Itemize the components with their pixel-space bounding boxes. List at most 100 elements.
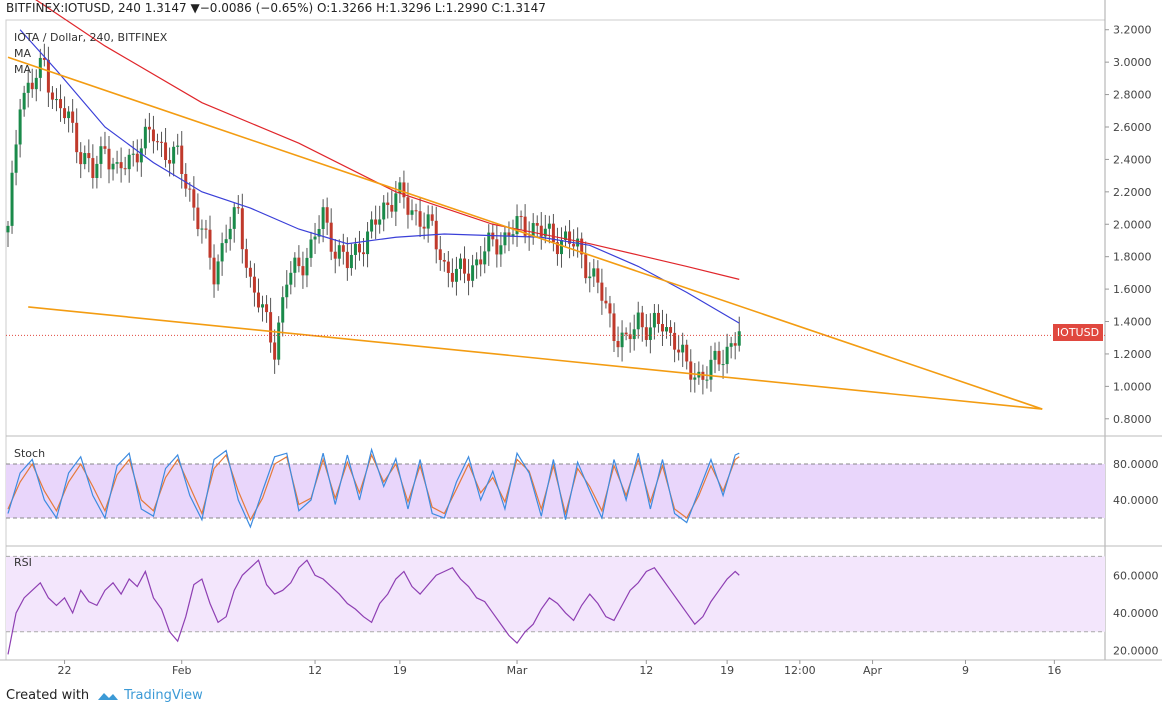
candle-body (572, 243, 576, 247)
chart-title: IOTA / Dollar, 240, BITFINEX (14, 31, 168, 44)
candle-body (293, 257, 297, 273)
time-tick-label: 9 (962, 664, 969, 677)
ma-legend-2[interactable]: MA (14, 63, 32, 76)
candle-body (224, 239, 228, 244)
candle-body (539, 225, 543, 237)
time-tick-label: 12 (639, 664, 653, 677)
candle-body (604, 300, 608, 304)
time-tick-label: 22 (58, 664, 72, 677)
plot-frame (5, 19, 1106, 661)
candle-body (220, 243, 224, 262)
candle-body (701, 371, 705, 380)
candle-body (418, 211, 422, 227)
candle-body (131, 153, 135, 155)
change-arrow-icon: ▼ (190, 1, 200, 15)
candle-body (208, 229, 212, 258)
candle-body (349, 254, 353, 269)
candle-body (450, 272, 454, 282)
candle-body (632, 329, 636, 340)
candle-body (677, 349, 681, 353)
candle-body (446, 261, 450, 273)
symbol-line: BITFINEX:IOTUSD, 240 (6, 1, 141, 15)
candle-body (454, 268, 458, 282)
candle-body (103, 146, 107, 149)
candle-body (483, 251, 487, 265)
price-tick-label: 0.8000 (1113, 413, 1152, 426)
ma-legend-1[interactable]: MA (14, 47, 32, 60)
rsi-legend[interactable]: RSI (14, 556, 32, 569)
candle-body (656, 312, 660, 325)
candle-body (588, 276, 592, 279)
tradingview-link[interactable]: TradingView (97, 688, 203, 703)
candle-body (204, 228, 208, 230)
candle-body (576, 238, 580, 247)
candle-body (386, 202, 390, 205)
candle-body (689, 361, 693, 380)
tradingview-logo-icon (98, 692, 119, 700)
last-price-tag: IOTUSD (1053, 324, 1103, 341)
price-change: −0.0086 (−0.65%) (199, 1, 314, 15)
candle-body (143, 126, 147, 149)
rsi-band (6, 556, 1105, 632)
candle-body (269, 312, 273, 343)
candle-body (426, 214, 430, 229)
candle-body (155, 141, 159, 143)
candle-body (333, 251, 337, 259)
candle-body (212, 257, 216, 285)
stoch-tick-label: 80.0000 (1113, 458, 1159, 471)
candle-body (648, 327, 652, 340)
candle-body (531, 223, 535, 237)
candle-body (652, 312, 656, 328)
candle-body (115, 162, 119, 164)
candle-body (317, 229, 321, 237)
candle-body (168, 159, 172, 164)
candle-body (164, 142, 168, 160)
candle-body (297, 257, 301, 267)
candle-body (42, 57, 46, 60)
candle-body (18, 109, 22, 145)
last-price: 1.3147 (144, 1, 187, 15)
candle-body (725, 346, 729, 365)
candle-body (487, 232, 491, 252)
candle-body (507, 232, 511, 237)
time-tick-label: Apr (863, 664, 883, 677)
candle-body (366, 231, 370, 255)
candle-body (301, 266, 305, 276)
candle-body (289, 272, 293, 285)
candle-body (430, 214, 434, 221)
candle-body (693, 377, 697, 380)
price-tick-label: 1.8000 (1113, 251, 1152, 264)
rsi-line (7, 559, 740, 655)
footer: Created with TradingView (6, 688, 203, 703)
candle-body (240, 208, 244, 250)
candle-body (612, 313, 616, 342)
candle-body (172, 146, 176, 164)
candle-body (515, 216, 519, 235)
candle-body (402, 182, 406, 198)
candle-body (188, 188, 192, 190)
candle-body (681, 344, 685, 353)
trendline-lower (28, 306, 1043, 410)
candle-body (378, 219, 382, 225)
candle-body (644, 327, 648, 340)
price-tick-label: 2.4000 (1113, 153, 1152, 166)
time-tick-label: Feb (172, 664, 191, 677)
candle-body (422, 226, 426, 229)
candle-body (285, 284, 289, 298)
stoch-legend[interactable]: Stoch (14, 447, 46, 460)
candle-body (321, 207, 325, 230)
price-tick-label: 1.0000 (1113, 380, 1152, 393)
time-tick-label: 19 (393, 664, 407, 677)
candle-body (87, 153, 91, 159)
candle-body (236, 207, 240, 209)
candle-body (410, 210, 414, 215)
price-tick-label: 1.2000 (1113, 348, 1152, 361)
candle-body (584, 254, 588, 279)
candle-body (91, 158, 95, 178)
time-tick-label: 12 (308, 664, 322, 677)
price-tick-label: 2.8000 (1113, 89, 1152, 102)
candle-body (99, 146, 103, 164)
candle-body (535, 223, 539, 226)
candle-body (281, 297, 285, 323)
